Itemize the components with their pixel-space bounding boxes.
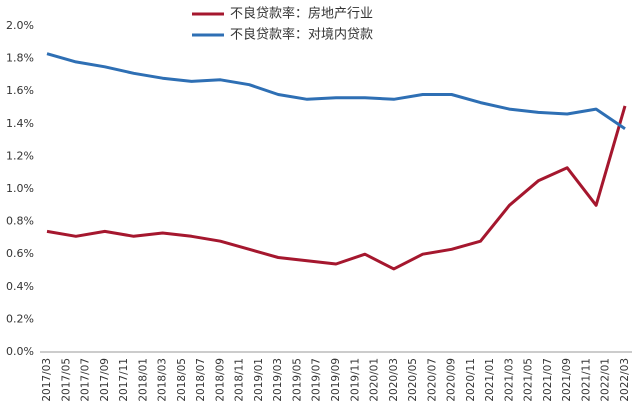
legend-label: 不良贷款率：房地产行业 (230, 6, 373, 22)
y-tick-label: 1.0% (6, 182, 34, 195)
y-tick-label: 0.0% (6, 345, 34, 358)
y-tick-label: 0.2% (6, 312, 34, 325)
x-tick-label: 2017/09 (99, 358, 111, 402)
x-tick-label: 2020/03 (388, 358, 400, 402)
x-tick-label: 2018/11 (234, 358, 246, 402)
y-tick-label: 0.8% (6, 215, 34, 228)
x-tick-label: 2021/05 (523, 358, 535, 402)
y-tick-label: 1.4% (6, 117, 34, 130)
x-tick-label: 2020/07 (426, 358, 438, 402)
x-tick-label: 2020/11 (465, 358, 477, 402)
y-tick-label: 0.4% (6, 280, 34, 293)
x-tick-label: 2018/05 (176, 358, 188, 402)
x-tick-label: 2018/07 (195, 358, 207, 402)
y-tick-label: 2.0% (6, 19, 34, 32)
x-tick-label: 2021/11 (580, 358, 592, 402)
x-tick-label: 2017/03 (41, 358, 53, 402)
legend-label: 不良贷款率：对境内贷款 (230, 27, 373, 43)
x-tick-label: 2017/05 (60, 358, 72, 402)
x-tick-label: 2022/03 (619, 358, 631, 402)
x-tick-label: 2019/03 (272, 358, 284, 402)
x-tick-label: 2019/05 (291, 358, 303, 402)
x-tick-label: 2020/09 (446, 358, 458, 402)
x-tick-label: 2021/03 (503, 358, 515, 402)
series-line (46, 52, 626, 130)
x-tick-label: 2019/07 (311, 358, 323, 402)
x-tick-label: 2019/09 (330, 358, 342, 402)
series-line (46, 105, 627, 271)
x-tick-label: 2021/01 (484, 358, 496, 402)
x-tick-label: 2018/09 (214, 358, 226, 402)
x-tick-label: 2017/07 (80, 358, 92, 402)
y-tick-label: 1.2% (6, 149, 34, 162)
x-tick-label: 2018/01 (137, 358, 149, 402)
x-tick-label: 2020/01 (369, 358, 381, 402)
y-tick-label: 1.8% (6, 52, 34, 65)
x-tick-label: 2018/03 (157, 358, 169, 402)
x-tick-label: 2017/11 (118, 358, 130, 402)
x-tick-label: 2020/05 (407, 358, 419, 402)
x-tick-label: 2019/11 (349, 358, 361, 402)
x-tick-label: 2021/09 (561, 358, 573, 402)
x-tick-label: 2021/07 (542, 358, 554, 402)
x-tick-label: 2019/01 (253, 358, 265, 402)
y-tick-label: 1.6% (6, 84, 34, 97)
x-tick-label: 2022/01 (600, 358, 612, 402)
y-tick-label: 0.6% (6, 247, 34, 260)
